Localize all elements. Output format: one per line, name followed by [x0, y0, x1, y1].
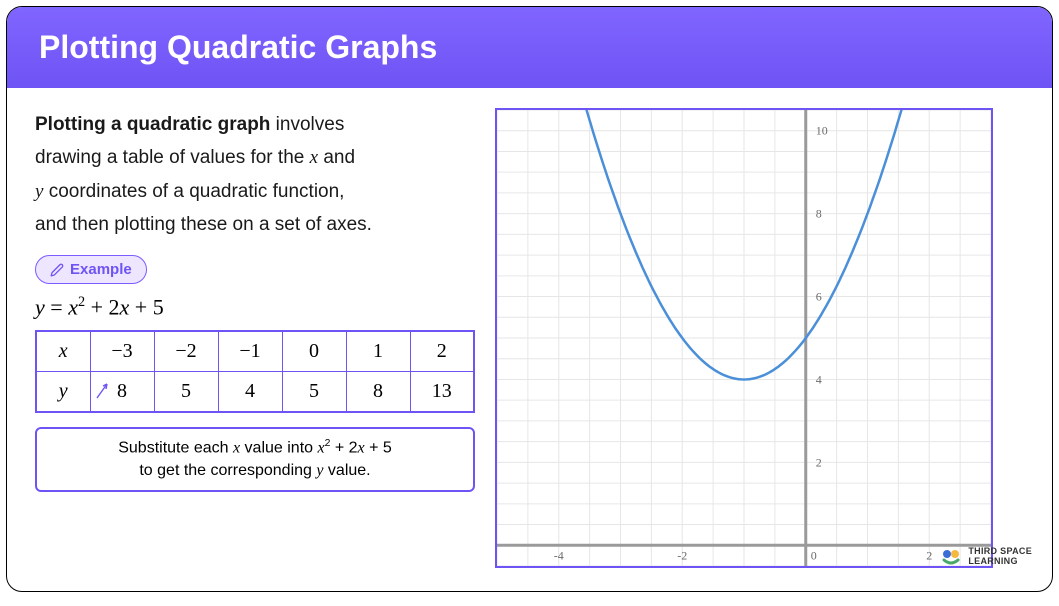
intro-l1r: involves [270, 114, 344, 135]
svg-text:-2: -2 [677, 548, 687, 562]
svg-text:-4: -4 [554, 548, 564, 562]
y-cell: 8 [90, 372, 154, 413]
equation: y = x2 + 2x + 5 [35, 294, 475, 320]
page-title: Plotting Quadratic Graphs [39, 29, 437, 65]
callout-l2a: to get the corresponding [139, 462, 316, 479]
intro-l3: coordinates of a quadratic function, [43, 181, 344, 202]
right-column: -4 -2 0 2 2 4 6 8 10 [495, 108, 1024, 568]
callout-box: Substitute each x value into x2 + 2x + 5… [35, 427, 475, 492]
callout-l1b: value into [240, 440, 317, 457]
intro-l2a: drawing a table of values for the [35, 147, 310, 168]
left-column: Plotting a quadratic graph involves draw… [35, 108, 475, 568]
values-table: x −3 −2 −1 0 1 2 y 8 5 4 5 [35, 330, 475, 413]
x-cell: 1 [346, 331, 410, 372]
callout-l2b: value. [323, 462, 370, 479]
row-x-label: x [36, 331, 90, 372]
brand-logo: THIRD SPACE LEARNING [940, 547, 1032, 567]
table-row-x: x −3 −2 −1 0 1 2 [36, 331, 474, 372]
x-cell: −1 [218, 331, 282, 372]
quadratic-chart: -4 -2 0 2 2 4 6 8 10 [497, 110, 991, 566]
example-badge: Example [35, 255, 147, 284]
callout-arrow-icon [95, 380, 111, 400]
y-cell: 5 [282, 372, 346, 413]
callout-expr-r2: + 5 [365, 440, 392, 457]
callout-expr-b: x [317, 440, 324, 457]
x-cell: −2 [154, 331, 218, 372]
callout-l1a: Substitute each [118, 440, 233, 457]
pencil-icon [50, 263, 64, 277]
example-label: Example [70, 261, 132, 278]
eq-lhs: y [35, 294, 45, 319]
intro-l4: and then plotting these on a set of axes… [35, 214, 372, 235]
callout-expr-v2: x [358, 440, 365, 457]
logo-line2: LEARNING [968, 557, 1032, 567]
chart-frame: -4 -2 0 2 2 4 6 8 10 [495, 108, 993, 568]
svg-text:8: 8 [816, 207, 822, 221]
callout-expr-r1: + 2 [330, 440, 357, 457]
table-row-y: y 8 5 4 5 8 13 [36, 372, 474, 413]
intro-var-x: x [310, 147, 318, 168]
svg-text:2: 2 [926, 548, 932, 562]
eq-p1: + 2 [85, 294, 119, 319]
x-cell: −3 [90, 331, 154, 372]
logo-text: THIRD SPACE LEARNING [968, 547, 1032, 567]
y-cell: 4 [218, 372, 282, 413]
logo-dots-icon [940, 549, 962, 565]
content-area: Plotting a quadratic graph involves draw… [7, 88, 1052, 578]
eq-p2: + 5 [129, 294, 163, 319]
y-cell: 5 [154, 372, 218, 413]
svg-text:0: 0 [811, 548, 817, 562]
y-cell-val: 8 [117, 380, 127, 402]
y-cell: 13 [410, 372, 474, 413]
intro-l2b: and [318, 147, 355, 168]
eq-t2: x [120, 294, 130, 319]
svg-text:2: 2 [816, 455, 822, 469]
eq-t1b: x [68, 294, 78, 319]
svg-text:6: 6 [816, 290, 822, 304]
svg-text:4: 4 [816, 372, 822, 386]
row-y-label: y [36, 372, 90, 413]
y-cell: 8 [346, 372, 410, 413]
card-header: Plotting Quadratic Graphs [7, 7, 1052, 88]
intro-text: Plotting a quadratic graph involves draw… [35, 108, 475, 241]
x-cell: 0 [282, 331, 346, 372]
lesson-card: Plotting Quadratic Graphs Plotting a qua… [6, 6, 1053, 592]
x-cell: 2 [410, 331, 474, 372]
svg-text:10: 10 [816, 124, 828, 138]
eq-eq: = [45, 294, 68, 319]
intro-bold: Plotting a quadratic graph [35, 114, 270, 135]
